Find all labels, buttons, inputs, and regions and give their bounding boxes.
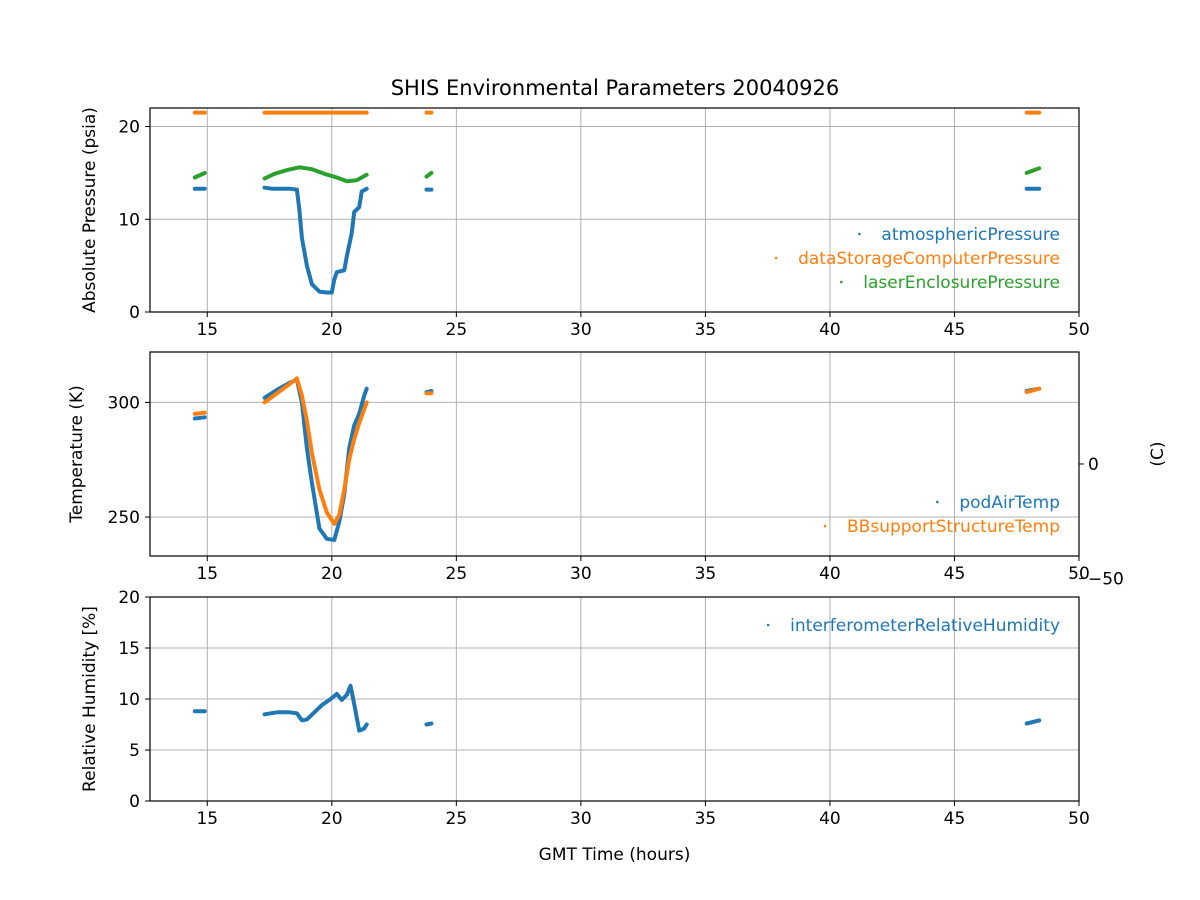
x-tick-label: 50: [1068, 809, 1090, 829]
x-tick-label: 40: [819, 320, 841, 340]
axes-frame: [149, 107, 1080, 313]
x-tick-label: 40: [819, 564, 841, 584]
y-tick-label: 0: [129, 303, 140, 323]
legend-item: atmosphericPressure: [858, 225, 1060, 245]
legend-marker: [858, 232, 861, 236]
x-tick-label: 45: [944, 564, 966, 584]
legend-item: dataStorageComputerPressure: [774, 249, 1060, 269]
legend-marker: [823, 524, 827, 528]
series-trace: [192, 170, 207, 180]
y-tick-label: 10: [118, 210, 140, 230]
series-trace: [1024, 718, 1042, 726]
x-tick-label: 15: [196, 809, 218, 829]
x-tick-label: 25: [446, 809, 468, 829]
legend-label: dataStorageComputerPressure: [798, 249, 1060, 269]
x-tick-label: 20: [321, 320, 343, 340]
y-tick-label: 250: [108, 508, 140, 528]
series-laserEnclosurePressure: [192, 165, 1042, 184]
series-trace: [262, 185, 369, 295]
legend-label: podAirTemp: [959, 493, 1060, 513]
legend-label: BBsupportStructureTemp: [847, 517, 1060, 537]
x-tick-label: 15: [196, 564, 218, 584]
y-right-axis-label: (C): [1148, 441, 1168, 466]
x-tick-label: 45: [944, 809, 966, 829]
legend-marker: [766, 623, 770, 627]
y-right-tick-label: −50: [1088, 570, 1124, 590]
series-trace: [192, 410, 207, 416]
series-group: [192, 683, 1042, 733]
axes-frame: [149, 351, 1080, 557]
series-group: [192, 376, 1042, 542]
y-tick-label: 10: [118, 690, 140, 710]
panel-temperature: 15 20 25 30 35 40 45 50 250 300 −50 0 (C) Temperature…: [67, 351, 1168, 590]
series-trace: [262, 376, 369, 526]
legend-item: interferometerRelativeHumidity: [766, 616, 1060, 636]
panel-pressure: 15 20 25 30 35 40 45 50 0 10 20 Absolute Pressure (…: [80, 107, 1090, 340]
series-trace: [262, 683, 369, 733]
y-tick-label: 5: [129, 741, 140, 761]
x-tick-label: 35: [695, 809, 717, 829]
legend-item: BBsupportStructureTemp: [823, 517, 1060, 537]
legend-item: laserEnclosurePressure: [839, 273, 1060, 293]
panel-humidity: 15 20 25 30 35 40 45 50 0 5 10 15 20 Relative Humidit…: [80, 588, 1090, 865]
y-tick-label: 20: [118, 588, 140, 608]
x-tick-label: 25: [446, 320, 468, 340]
x-tick-label: 20: [321, 564, 343, 584]
series-trace: [1024, 386, 1042, 395]
legend-marker: [936, 500, 939, 504]
legend-marker: [839, 280, 843, 284]
y-right-tick-label: 0: [1088, 455, 1099, 475]
series-trace: [424, 170, 434, 179]
series-trace: [424, 721, 434, 727]
y-tick-label: 15: [118, 639, 140, 659]
legend-marker: [774, 256, 778, 260]
x-axis-label: GMT Time (hours): [539, 845, 691, 865]
x-tick-label: 25: [446, 564, 468, 584]
figure-title: SHIS Environmental Parameters 20040926: [391, 76, 840, 100]
x-tick-label: 35: [695, 320, 717, 340]
x-tick-label: 30: [570, 320, 592, 340]
axes-frame: [149, 596, 1080, 802]
series-interferometerRelativeHumidity: [192, 683, 1042, 733]
y-axis-label: Absolute Pressure (psia): [80, 107, 100, 313]
x-tick-label: 20: [321, 809, 343, 829]
series-BBsupportStructureTemp: [192, 376, 1042, 526]
x-tick-label: 50: [1068, 320, 1090, 340]
series-group: [192, 110, 1042, 295]
legend-label: laserEnclosurePressure: [863, 273, 1060, 293]
series-trace: [262, 165, 369, 184]
legend-label: atmosphericPressure: [881, 225, 1060, 245]
legend: atmosphericPressure dataStorageComputerPr…: [774, 225, 1060, 293]
x-tick-label: 15: [196, 320, 218, 340]
legend-item: podAirTemp: [936, 493, 1060, 513]
x-tick-label: 50: [1068, 564, 1090, 584]
x-tick-label: 30: [570, 809, 592, 829]
x-tick-label: 40: [819, 809, 841, 829]
legend: podAirTemp BBsupportStructureTemp: [823, 493, 1060, 537]
y-tick-label: 300: [108, 393, 140, 413]
y-axis-label: Relative Humidity [%]: [80, 606, 100, 792]
series-trace: [1024, 166, 1042, 175]
series-trace: [192, 415, 207, 421]
legend: interferometerRelativeHumidity: [766, 616, 1060, 636]
x-tick-label: 45: [944, 320, 966, 340]
x-tick-label: 30: [570, 564, 592, 584]
y-axis-label: Temperature (K): [67, 385, 87, 524]
legend-label: interferometerRelativeHumidity: [790, 616, 1060, 636]
y-tick-label: 20: [118, 118, 140, 138]
y-tick-label: 0: [129, 792, 140, 812]
series-atmosphericPressure: [192, 185, 1042, 295]
x-tick-label: 35: [695, 564, 717, 584]
